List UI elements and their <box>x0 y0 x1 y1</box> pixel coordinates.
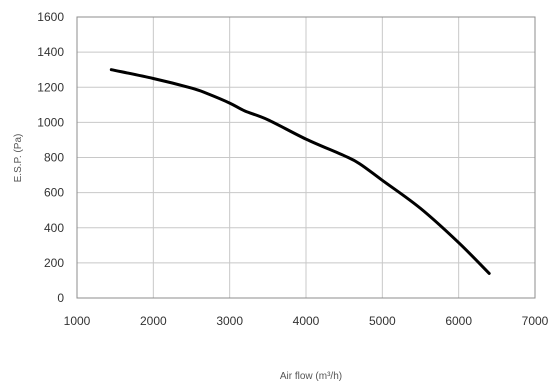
y-tick-label: 1600 <box>37 10 64 24</box>
y-tick-label: 1000 <box>37 115 64 129</box>
y-tick-label: 200 <box>44 256 64 270</box>
x-axis-title: Air flow (m³/h) <box>280 371 342 382</box>
x-tick-label: 1000 <box>64 314 91 328</box>
x-tick-label: 4000 <box>293 314 320 328</box>
y-tick-labels: 0 200 400 600 800 1000 1200 1400 1600 <box>37 10 64 305</box>
x-tick-label: 7000 <box>522 314 549 328</box>
grid <box>76 16 536 299</box>
y-tick-label: 0 <box>57 291 64 305</box>
y-tick-label: 600 <box>44 186 64 200</box>
x-tick-labels: 1000 2000 3000 4000 5000 6000 7000 <box>64 314 549 328</box>
y-tick-label: 1400 <box>37 45 64 59</box>
y-tick-label: 1200 <box>37 80 64 94</box>
x-tick-label: 6000 <box>445 314 472 328</box>
x-tick-label: 3000 <box>216 314 243 328</box>
plot-frame <box>76 16 536 299</box>
series-line <box>109 68 491 275</box>
x-tick-label: 2000 <box>140 314 167 328</box>
y-tick-label: 400 <box>44 221 64 235</box>
y-axis-title: E.S.P. (Pa) <box>13 134 24 183</box>
x-tick-label: 5000 <box>369 314 396 328</box>
y-tick-label: 800 <box>44 151 64 165</box>
